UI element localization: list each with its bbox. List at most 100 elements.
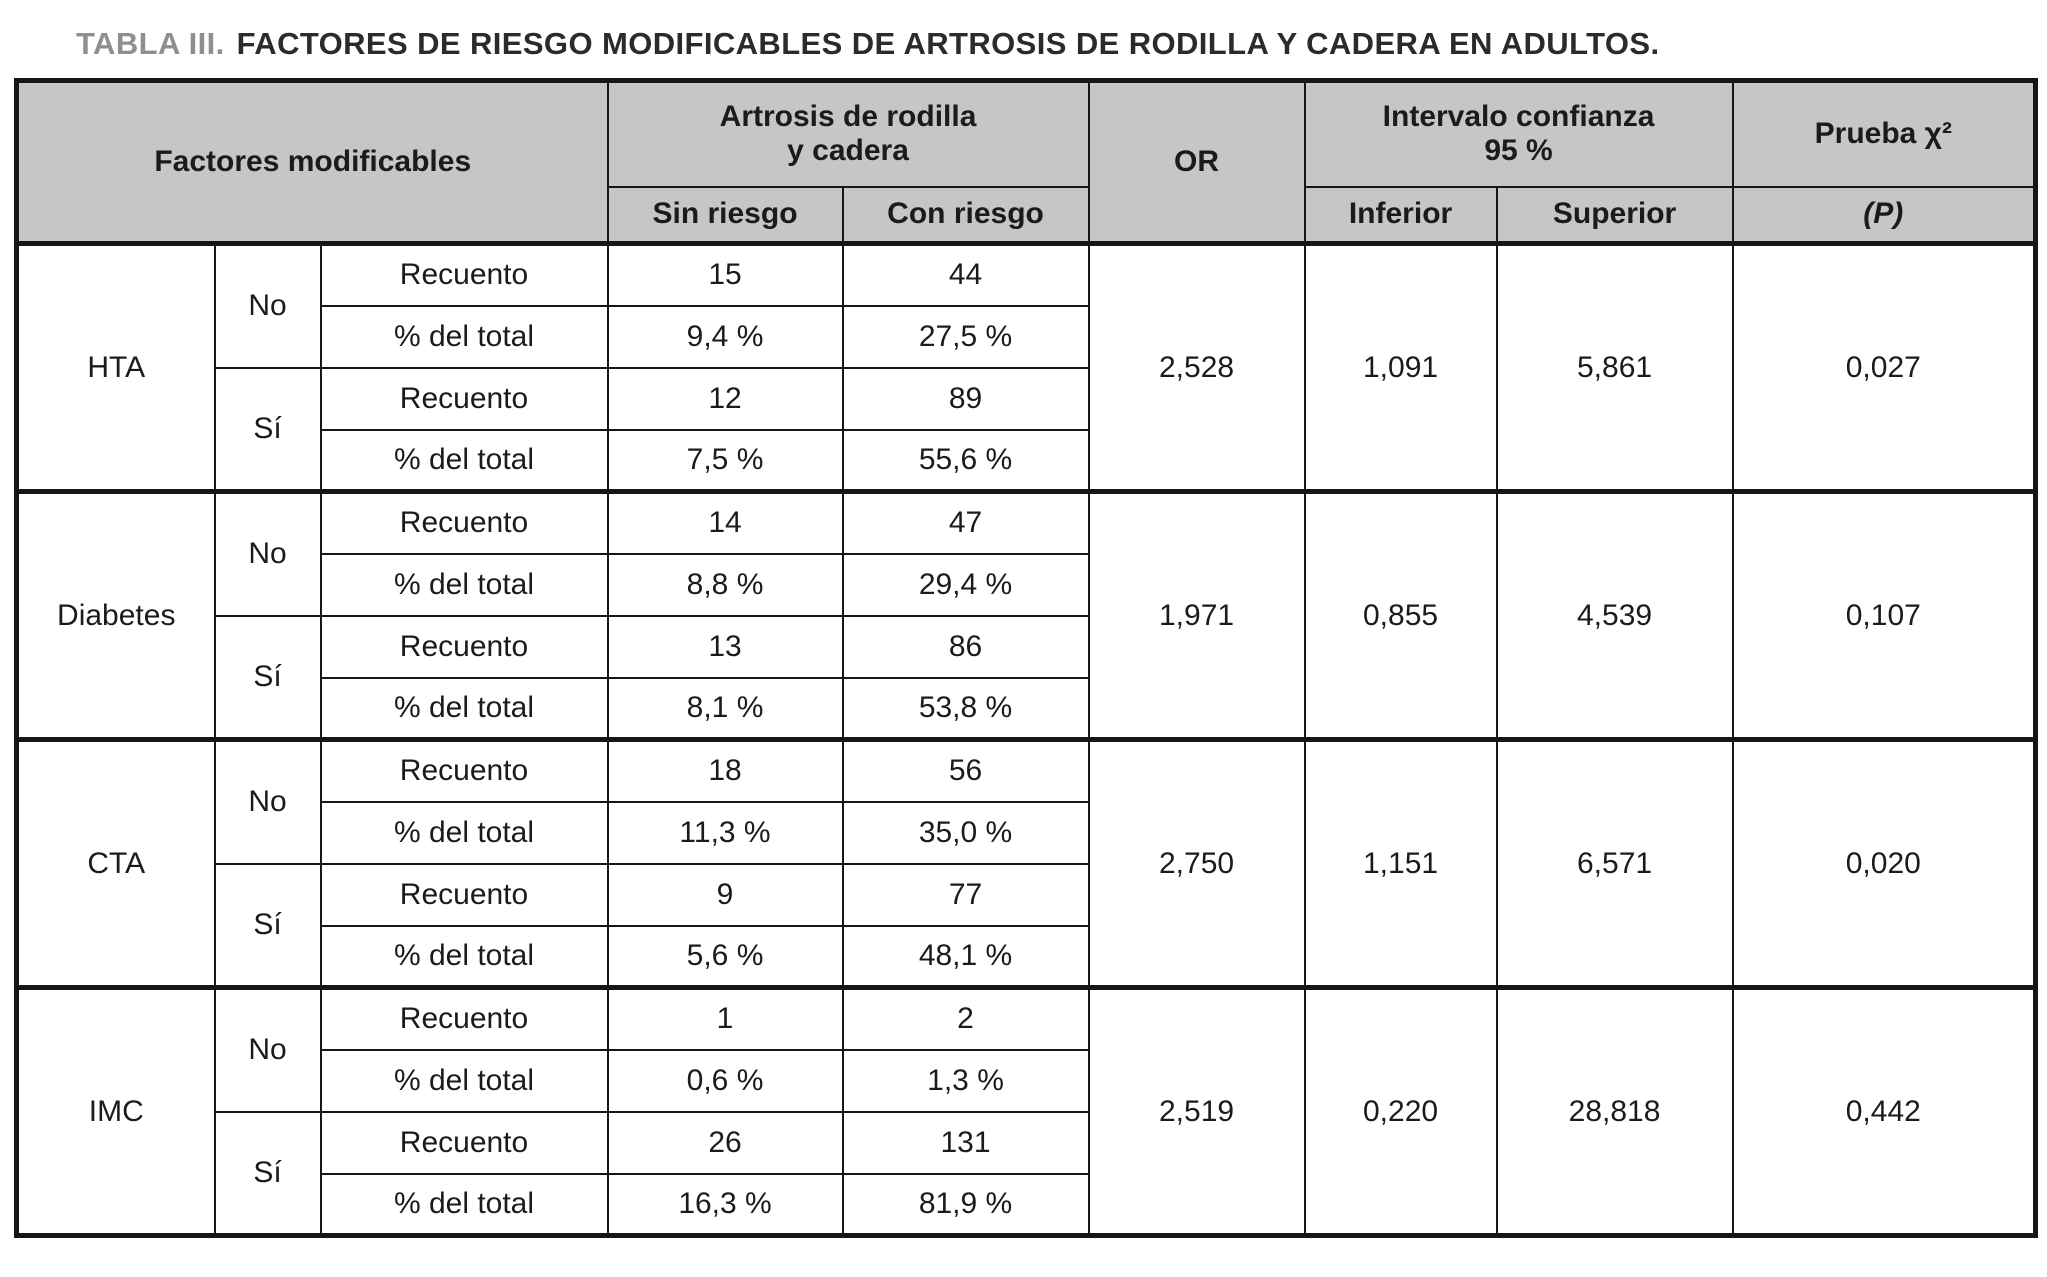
rowlabel-pct: % del total — [319, 552, 609, 617]
ci-superior-cell: 5,861 — [1495, 242, 1734, 493]
group-diabetes: Diabetes No Recuento 14 47 1,971 0,855 4… — [15, 490, 2037, 741]
table-title-label: TABLA III. — [76, 26, 225, 61]
pct-sin-riesgo: 8,1 % — [606, 676, 844, 741]
p-value-cell: 0,442 — [1731, 986, 2037, 1237]
header-con-riesgo: Con riesgo — [841, 185, 1090, 245]
count-sin-riesgo: 26 — [606, 1110, 844, 1175]
table-row: CTA No Recuento 18 56 2,750 1,151 6,571 … — [15, 738, 2037, 989]
ci-superior-cell: 4,539 — [1495, 490, 1734, 741]
count-con-riesgo: 86 — [841, 614, 1090, 679]
rowlabel-recuento: Recuento — [319, 490, 609, 555]
table-row: HTA No Recuento 15 44 2,528 1,091 5,861 … — [15, 242, 2037, 493]
table-row: % del total 11,3 % 35,0 % — [17, 800, 2036, 865]
pct-sin-riesgo: 16,3 % — [606, 1172, 844, 1237]
factor-cell: HTA — [15, 242, 216, 493]
count-sin-riesgo: 18 — [606, 738, 844, 803]
header-superior: Superior — [1495, 185, 1734, 245]
pct-con-riesgo: 29,4 % — [841, 552, 1090, 617]
ci-inferior-cell: 0,220 — [1303, 986, 1498, 1237]
rowlabel-pct: % del total — [319, 924, 609, 989]
table-row: % del total 8,1 % 53,8 % — [17, 676, 2036, 741]
header-prueba-chi2: Prueba χ² — [1731, 79, 2037, 188]
p-value-cell: 0,107 — [1731, 490, 2037, 741]
table-row: Sí Recuento 13 86 — [17, 614, 2036, 741]
table-row: % del total 5,6 % 48,1 % — [17, 924, 2036, 989]
header-inferior: Inferior — [1303, 185, 1498, 245]
count-sin-riesgo: 15 — [606, 242, 844, 307]
table-row: % del total 7,5 % 55,6 % — [17, 428, 2036, 493]
count-sin-riesgo: 12 — [606, 366, 844, 431]
pct-sin-riesgo: 0,6 % — [606, 1048, 844, 1113]
count-sin-riesgo: 14 — [606, 490, 844, 555]
no-cell: No — [213, 242, 322, 369]
table-row: % del total 8,8 % 29,4 % — [17, 552, 2036, 617]
table-row: Diabetes No Recuento 14 47 1,971 0,855 4… — [15, 490, 2037, 741]
factor-cell: IMC — [15, 986, 216, 1237]
rowlabel-pct: % del total — [319, 676, 609, 741]
rowlabel-pct: % del total — [319, 304, 609, 369]
pct-con-riesgo: 35,0 % — [841, 800, 1090, 865]
pct-sin-riesgo: 7,5 % — [606, 428, 844, 493]
pct-con-riesgo: 53,8 % — [841, 676, 1090, 741]
pct-sin-riesgo: 8,8 % — [606, 552, 844, 617]
rowlabel-recuento: Recuento — [319, 862, 609, 927]
pct-sin-riesgo: 11,3 % — [606, 800, 844, 865]
no-cell: No — [213, 986, 322, 1113]
rowlabel-recuento: Recuento — [319, 1110, 609, 1175]
rowlabel-recuento: Recuento — [319, 366, 609, 431]
ci-inferior-cell: 1,151 — [1303, 738, 1498, 989]
pct-con-riesgo: 81,9 % — [841, 1172, 1090, 1237]
factor-cell: Diabetes — [15, 490, 216, 741]
group-cta: CTA No Recuento 18 56 2,750 1,151 6,571 … — [15, 738, 2037, 989]
no-cell: No — [213, 738, 322, 865]
count-sin-riesgo: 13 — [606, 614, 844, 679]
header-artrosis: Artrosis de rodilla y cadera — [606, 79, 1090, 188]
table-row: Sí Recuento 12 89 — [17, 366, 2036, 493]
count-con-riesgo: 89 — [841, 366, 1090, 431]
header-or: OR — [1087, 79, 1306, 245]
rowlabel-recuento: Recuento — [319, 614, 609, 679]
table-header: Factores modificables Artrosis de rodill… — [15, 79, 2037, 245]
count-con-riesgo: 44 — [841, 242, 1090, 307]
p-value-cell: 0,020 — [1731, 738, 2037, 989]
table-row: % del total 9,4 % 27,5 % — [17, 304, 2036, 369]
pct-con-riesgo: 27,5 % — [841, 304, 1090, 369]
header-p-value: (P) — [1731, 185, 2037, 245]
count-sin-riesgo: 9 — [606, 862, 844, 927]
table-title-text: FACTORES DE RIESGO MODIFICABLES DE ARTRO… — [236, 26, 1660, 61]
ci-superior-cell: 6,571 — [1495, 738, 1734, 989]
p-value-cell: 0,027 — [1731, 242, 2037, 493]
rowlabel-pct: % del total — [319, 428, 609, 493]
rowlabel-pct: % del total — [319, 1048, 609, 1113]
header-sin-riesgo: Sin riesgo — [606, 185, 844, 245]
si-cell: Sí — [213, 366, 322, 493]
table-row: Sí Recuento 26 131 — [17, 1110, 2036, 1237]
count-con-riesgo: 131 — [841, 1110, 1090, 1175]
factor-cell: CTA — [15, 738, 216, 989]
si-cell: Sí — [213, 1110, 322, 1237]
pct-con-riesgo: 1,3 % — [841, 1048, 1090, 1113]
si-cell: Sí — [213, 614, 322, 741]
count-con-riesgo: 77 — [841, 862, 1090, 927]
group-imc: IMC No Recuento 1 2 2,519 0,220 28,818 0… — [15, 986, 2037, 1237]
rowlabel-pct: % del total — [319, 800, 609, 865]
count-con-riesgo: 56 — [841, 738, 1090, 803]
no-cell: No — [213, 490, 322, 617]
table-title: TABLA III. FACTORES DE RIESGO MODIFICABLE… — [76, 26, 2047, 62]
count-con-riesgo: 2 — [841, 986, 1090, 1051]
count-con-riesgo: 47 — [841, 490, 1090, 555]
or-cell: 2,750 — [1087, 738, 1306, 989]
or-cell: 2,519 — [1087, 986, 1306, 1237]
rowlabel-pct: % del total — [319, 1172, 609, 1237]
ci-inferior-cell: 1,091 — [1303, 242, 1498, 493]
pct-con-riesgo: 48,1 % — [841, 924, 1090, 989]
ci-inferior-cell: 0,855 — [1303, 490, 1498, 741]
pct-sin-riesgo: 9,4 % — [606, 304, 844, 369]
count-sin-riesgo: 1 — [606, 986, 844, 1051]
risk-factors-table: Factores modificables Artrosis de rodill… — [14, 78, 2039, 1238]
table-row: IMC No Recuento 1 2 2,519 0,220 28,818 0… — [15, 986, 2037, 1237]
ci-superior-cell: 28,818 — [1495, 986, 1734, 1237]
or-cell: 1,971 — [1087, 490, 1306, 741]
rowlabel-recuento: Recuento — [319, 242, 609, 307]
group-hta: HTA No Recuento 15 44 2,528 1,091 5,861 … — [15, 242, 2037, 493]
